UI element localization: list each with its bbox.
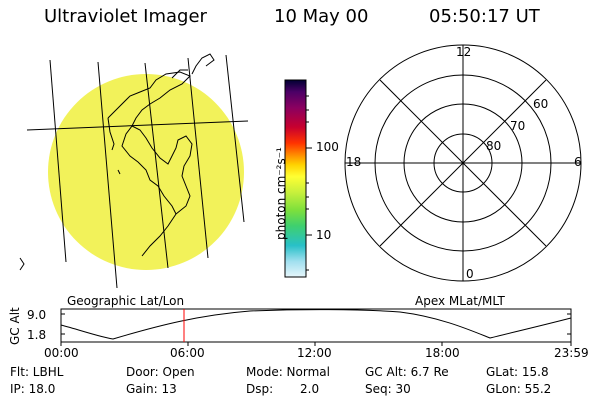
altitude-ylabel: GC Alt (8, 307, 22, 345)
coastlines (19, 53, 215, 271)
meridian-line (187, 57, 209, 259)
mlat-label-60: 60 (533, 97, 549, 111)
info-glat: GLat: 15.8 (486, 365, 549, 379)
apex-panel-label: Apex MLat/MLT (415, 294, 505, 308)
colorbar-ticks (306, 95, 312, 271)
latitude-line (26, 120, 249, 131)
geo-panel-label: Geographic Lat/Lon (67, 294, 185, 308)
mlat-label-80: 80 (486, 139, 502, 153)
mlt-label-6: 6 (574, 155, 582, 169)
altitude-xtick-0000: 00:00 (44, 346, 79, 360)
info-filter: Flt: LBHL (10, 365, 64, 379)
colorbar (284, 79, 307, 278)
colorbar-tick-10: 10 (316, 228, 332, 242)
meridian-line (97, 61, 118, 289)
altitude-ytick-9: 9.0 (27, 308, 47, 322)
info-dsp: Dsp: (246, 382, 274, 396)
apex-polar-plot (344, 44, 582, 282)
mlt-label-18: 18 (346, 155, 362, 169)
mlt-label-0: 0 (466, 267, 474, 281)
earth-disk (48, 74, 244, 270)
polar-axis (379, 79, 547, 247)
meridian-line (225, 54, 245, 223)
altitude-axis-ticks (60, 313, 572, 346)
colorbar-unit-label: photon cm⁻²s⁻¹ (274, 147, 288, 240)
date-label: 10 May 00 (274, 6, 369, 27)
info-gain: Gain: 13 (126, 382, 177, 396)
info-dsp-value: 2.0 (300, 382, 320, 396)
geo-grid (26, 54, 249, 289)
info-glon: GLon: 55.2 (486, 382, 552, 396)
colorbar-tick-100: 100 (316, 140, 339, 154)
altitude-xtick-2359: 23:59 (554, 346, 589, 360)
info-ip: IP: 18.0 (10, 382, 56, 396)
info-seq: Seq: 30 (365, 382, 411, 396)
altitude-xtick-0600: 06:00 (170, 346, 205, 360)
mlat-label-70: 70 (510, 119, 526, 133)
time-label: 05:50:17 UT (429, 6, 540, 27)
meridian-line (49, 59, 67, 263)
altitude-xtick-1800: 18:00 (425, 346, 460, 360)
altitude-ytick-1: 1.8 (27, 328, 47, 342)
info-gc-alt: GC Alt: 6.7 Re (365, 365, 449, 379)
instrument-title: Ultraviolet Imager (44, 6, 207, 27)
info-door: Door: Open (126, 365, 195, 379)
altitude-xtick-1200: 12:00 (297, 346, 332, 360)
info-mode: Mode: Normal (246, 365, 330, 379)
altitude-curve (60, 309, 572, 340)
meridian-line (144, 62, 169, 269)
mlt-label-12: 12 (456, 45, 472, 59)
